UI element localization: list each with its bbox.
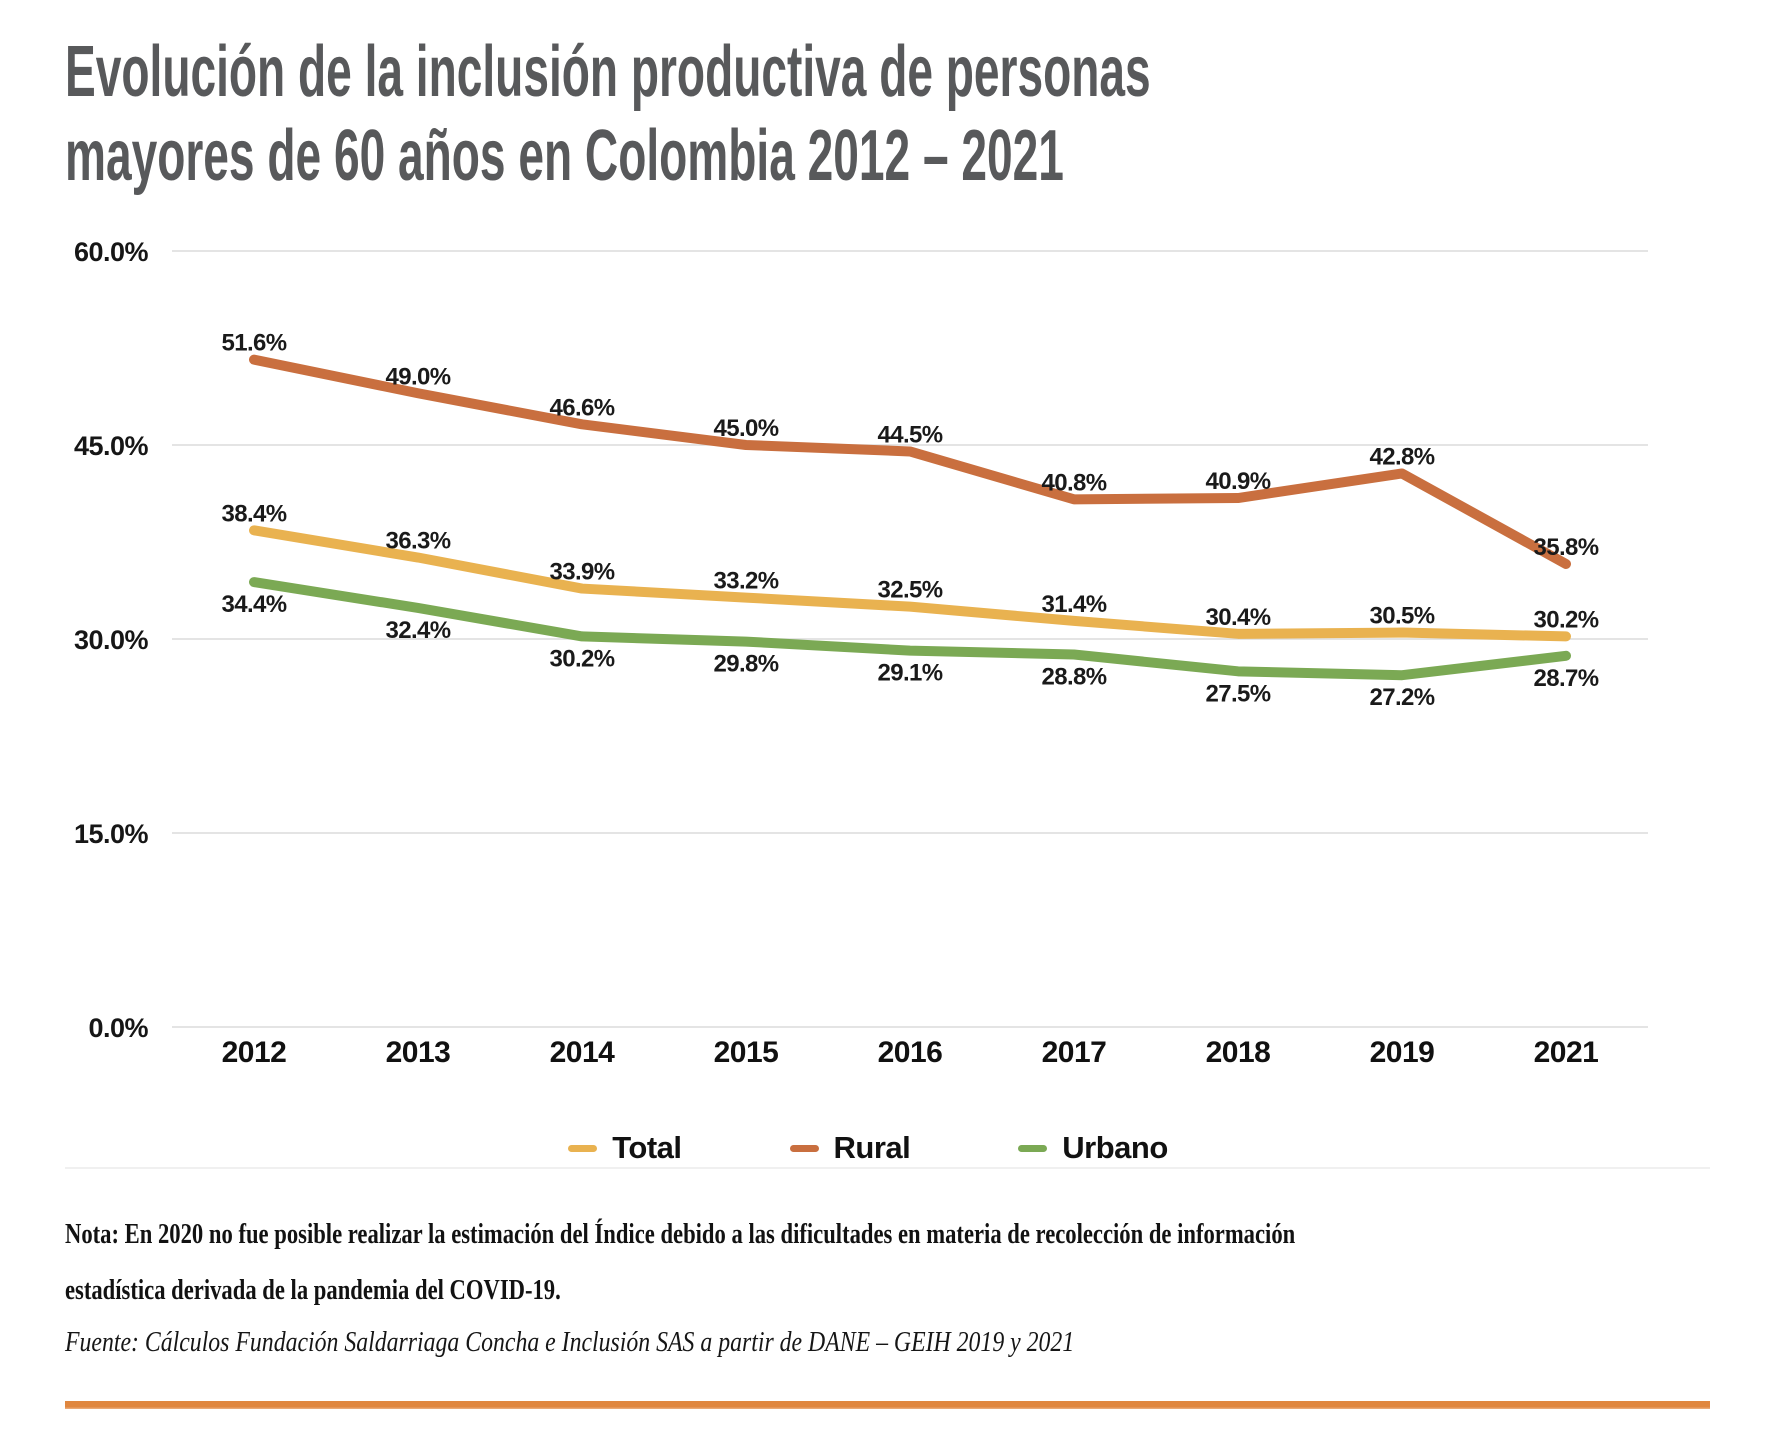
data-label-rural: 40.8% (1041, 469, 1106, 496)
series-total: 38.4% 36.3% 33.9% 33.2% 32.5% 31.4% 30.4% 30.5%… (221, 500, 1599, 642)
data-label-total: 30.2% (1533, 606, 1598, 633)
data-label-urbano: 34.4% (221, 591, 286, 618)
data-label-urbano: 29.8% (713, 651, 778, 678)
line-chart: 0.0% 15.0% 30.0% 45.0% 60.0% 2012 2013 2014 2015… (74, 237, 1648, 1069)
y-tick-label: 45.0% (74, 431, 149, 461)
chart-legend: Total Rural Urbano (63, 1126, 1673, 1170)
legend-marker-urbano (1018, 1144, 1048, 1152)
data-label-urbano: 29.1% (877, 660, 942, 687)
y-tick-label: 0.0% (88, 1013, 148, 1043)
chart-title-line1: Evolución de la inclusión productiva de … (65, 32, 1151, 112)
fuente-text: Fuente: Cálculos Fundación Saldarriaga C… (65, 1326, 1075, 1358)
data-label-total: 31.4% (1041, 591, 1106, 618)
legend-item-rural: Rural (789, 1130, 911, 1166)
legend-marker-rural (789, 1144, 819, 1152)
legend-marker-total (568, 1144, 598, 1152)
data-label-total: 33.2% (713, 568, 778, 595)
x-tick-label: 2015 (714, 1036, 779, 1069)
data-label-total: 30.4% (1205, 604, 1270, 631)
data-label-total: 30.5% (1369, 603, 1434, 630)
x-axis-labels: 2012 2013 2014 2015 2016 2017 2018 2019 2021 (222, 1036, 1599, 1069)
chart-title: Evolución de la inclusión productiva de … (65, 30, 1151, 198)
data-label-urbano: 28.7% (1533, 665, 1598, 692)
data-label-rural: 44.5% (877, 421, 942, 448)
chart-title-line2: mayores de 60 años en Colombia 2012 – 20… (65, 116, 1064, 196)
data-label-rural: 45.0% (713, 415, 778, 442)
y-axis-labels: 0.0% 15.0% 30.0% 45.0% 60.0% (74, 237, 149, 1043)
data-label-urbano: 30.2% (549, 645, 614, 672)
series-urbano: 34.4% 32.4% 30.2% 29.8% 29.1% 28.8% 27.5% 27.2%… (221, 577, 1599, 711)
data-label-urbano: 27.5% (1205, 680, 1270, 707)
x-tick-label: 2021 (1534, 1036, 1599, 1069)
x-tick-label: 2014 (550, 1036, 616, 1069)
legend-item-urbano: Urbano (1018, 1130, 1168, 1166)
gridlines (172, 250, 1648, 1028)
data-label-urbano: 32.4% (385, 617, 450, 644)
data-label-rural: 35.8% (1533, 534, 1598, 561)
legend-divider (65, 1167, 1710, 1169)
data-label-rural: 40.9% (1205, 468, 1270, 495)
series-line-urbano (249, 577, 1571, 681)
x-tick-label: 2018 (1206, 1036, 1271, 1069)
x-tick-label: 2016 (878, 1036, 943, 1069)
nota-text: Nota: En 2020 no fue posible realizar la… (65, 1206, 1295, 1318)
series-line-total (249, 525, 1571, 642)
data-label-urbano: 28.8% (1041, 664, 1106, 691)
y-tick-label: 60.0% (74, 237, 149, 267)
accent-rule (65, 1401, 1710, 1409)
series-line-rural (249, 354, 1571, 569)
x-tick-label: 2019 (1370, 1036, 1435, 1069)
x-tick-label: 2017 (1042, 1036, 1107, 1069)
nota-line2: estadística derivada de la pandemia del … (65, 1274, 561, 1306)
legend-label-rural: Rural (833, 1130, 911, 1165)
data-label-rural: 46.6% (549, 394, 614, 421)
y-tick-label: 30.0% (74, 625, 149, 655)
data-label-rural: 51.6% (221, 330, 286, 357)
legend-item-total: Total (568, 1130, 682, 1166)
data-label-rural: 42.8% (1369, 443, 1434, 470)
x-tick-label: 2012 (222, 1036, 287, 1069)
data-label-total: 32.5% (877, 577, 942, 604)
data-label-total: 36.3% (385, 528, 450, 555)
legend-label-urbano: Urbano (1062, 1130, 1168, 1165)
data-label-urbano: 27.2% (1369, 684, 1434, 711)
data-label-total: 33.9% (549, 559, 614, 586)
data-label-rural: 49.0% (385, 363, 450, 390)
y-tick-label: 15.0% (74, 819, 149, 849)
series-rural: 51.6% 49.0% 46.6% 45.0% 44.5% 40.8% 40.9% 42.8%… (221, 330, 1599, 569)
x-tick-label: 2013 (386, 1036, 451, 1069)
nota-line1: Nota: En 2020 no fue posible realizar la… (65, 1218, 1296, 1250)
data-label-total: 38.4% (221, 500, 286, 527)
legend-label-total: Total (612, 1130, 682, 1165)
